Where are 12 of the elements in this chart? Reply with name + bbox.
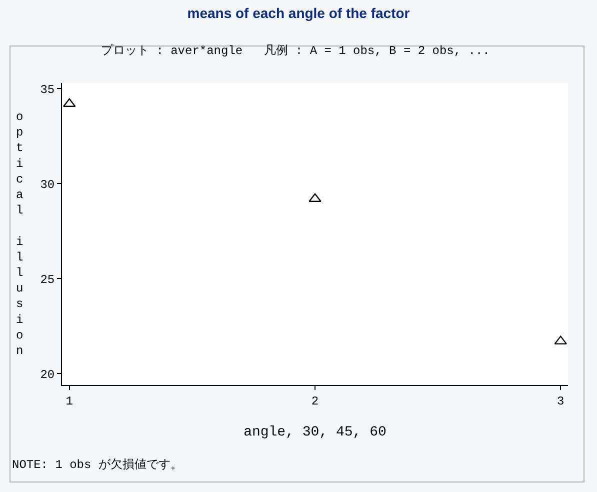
x-axis-title: angle, 30, 45, 60	[244, 424, 386, 441]
chart-title: means of each angle of the factor	[187, 4, 410, 21]
x-tick-label: 2	[311, 394, 319, 408]
chart-subtitle: プロット : aver*angle 凡例 : A = 1 obs, B = 2 obs, ...	[101, 43, 490, 58]
y-tick-label: 30	[40, 178, 55, 192]
text: optical illusion	[16, 110, 24, 358]
x-tick-label: 1	[66, 394, 73, 408]
text: NOTE: 1 obs が欠損値です。	[12, 458, 182, 472]
y-tick-label: 20	[40, 368, 55, 382]
y-tick-label: 35	[40, 82, 55, 97]
y-tick-label: 25	[40, 272, 55, 287]
x-tick-label: 3	[557, 394, 564, 408]
